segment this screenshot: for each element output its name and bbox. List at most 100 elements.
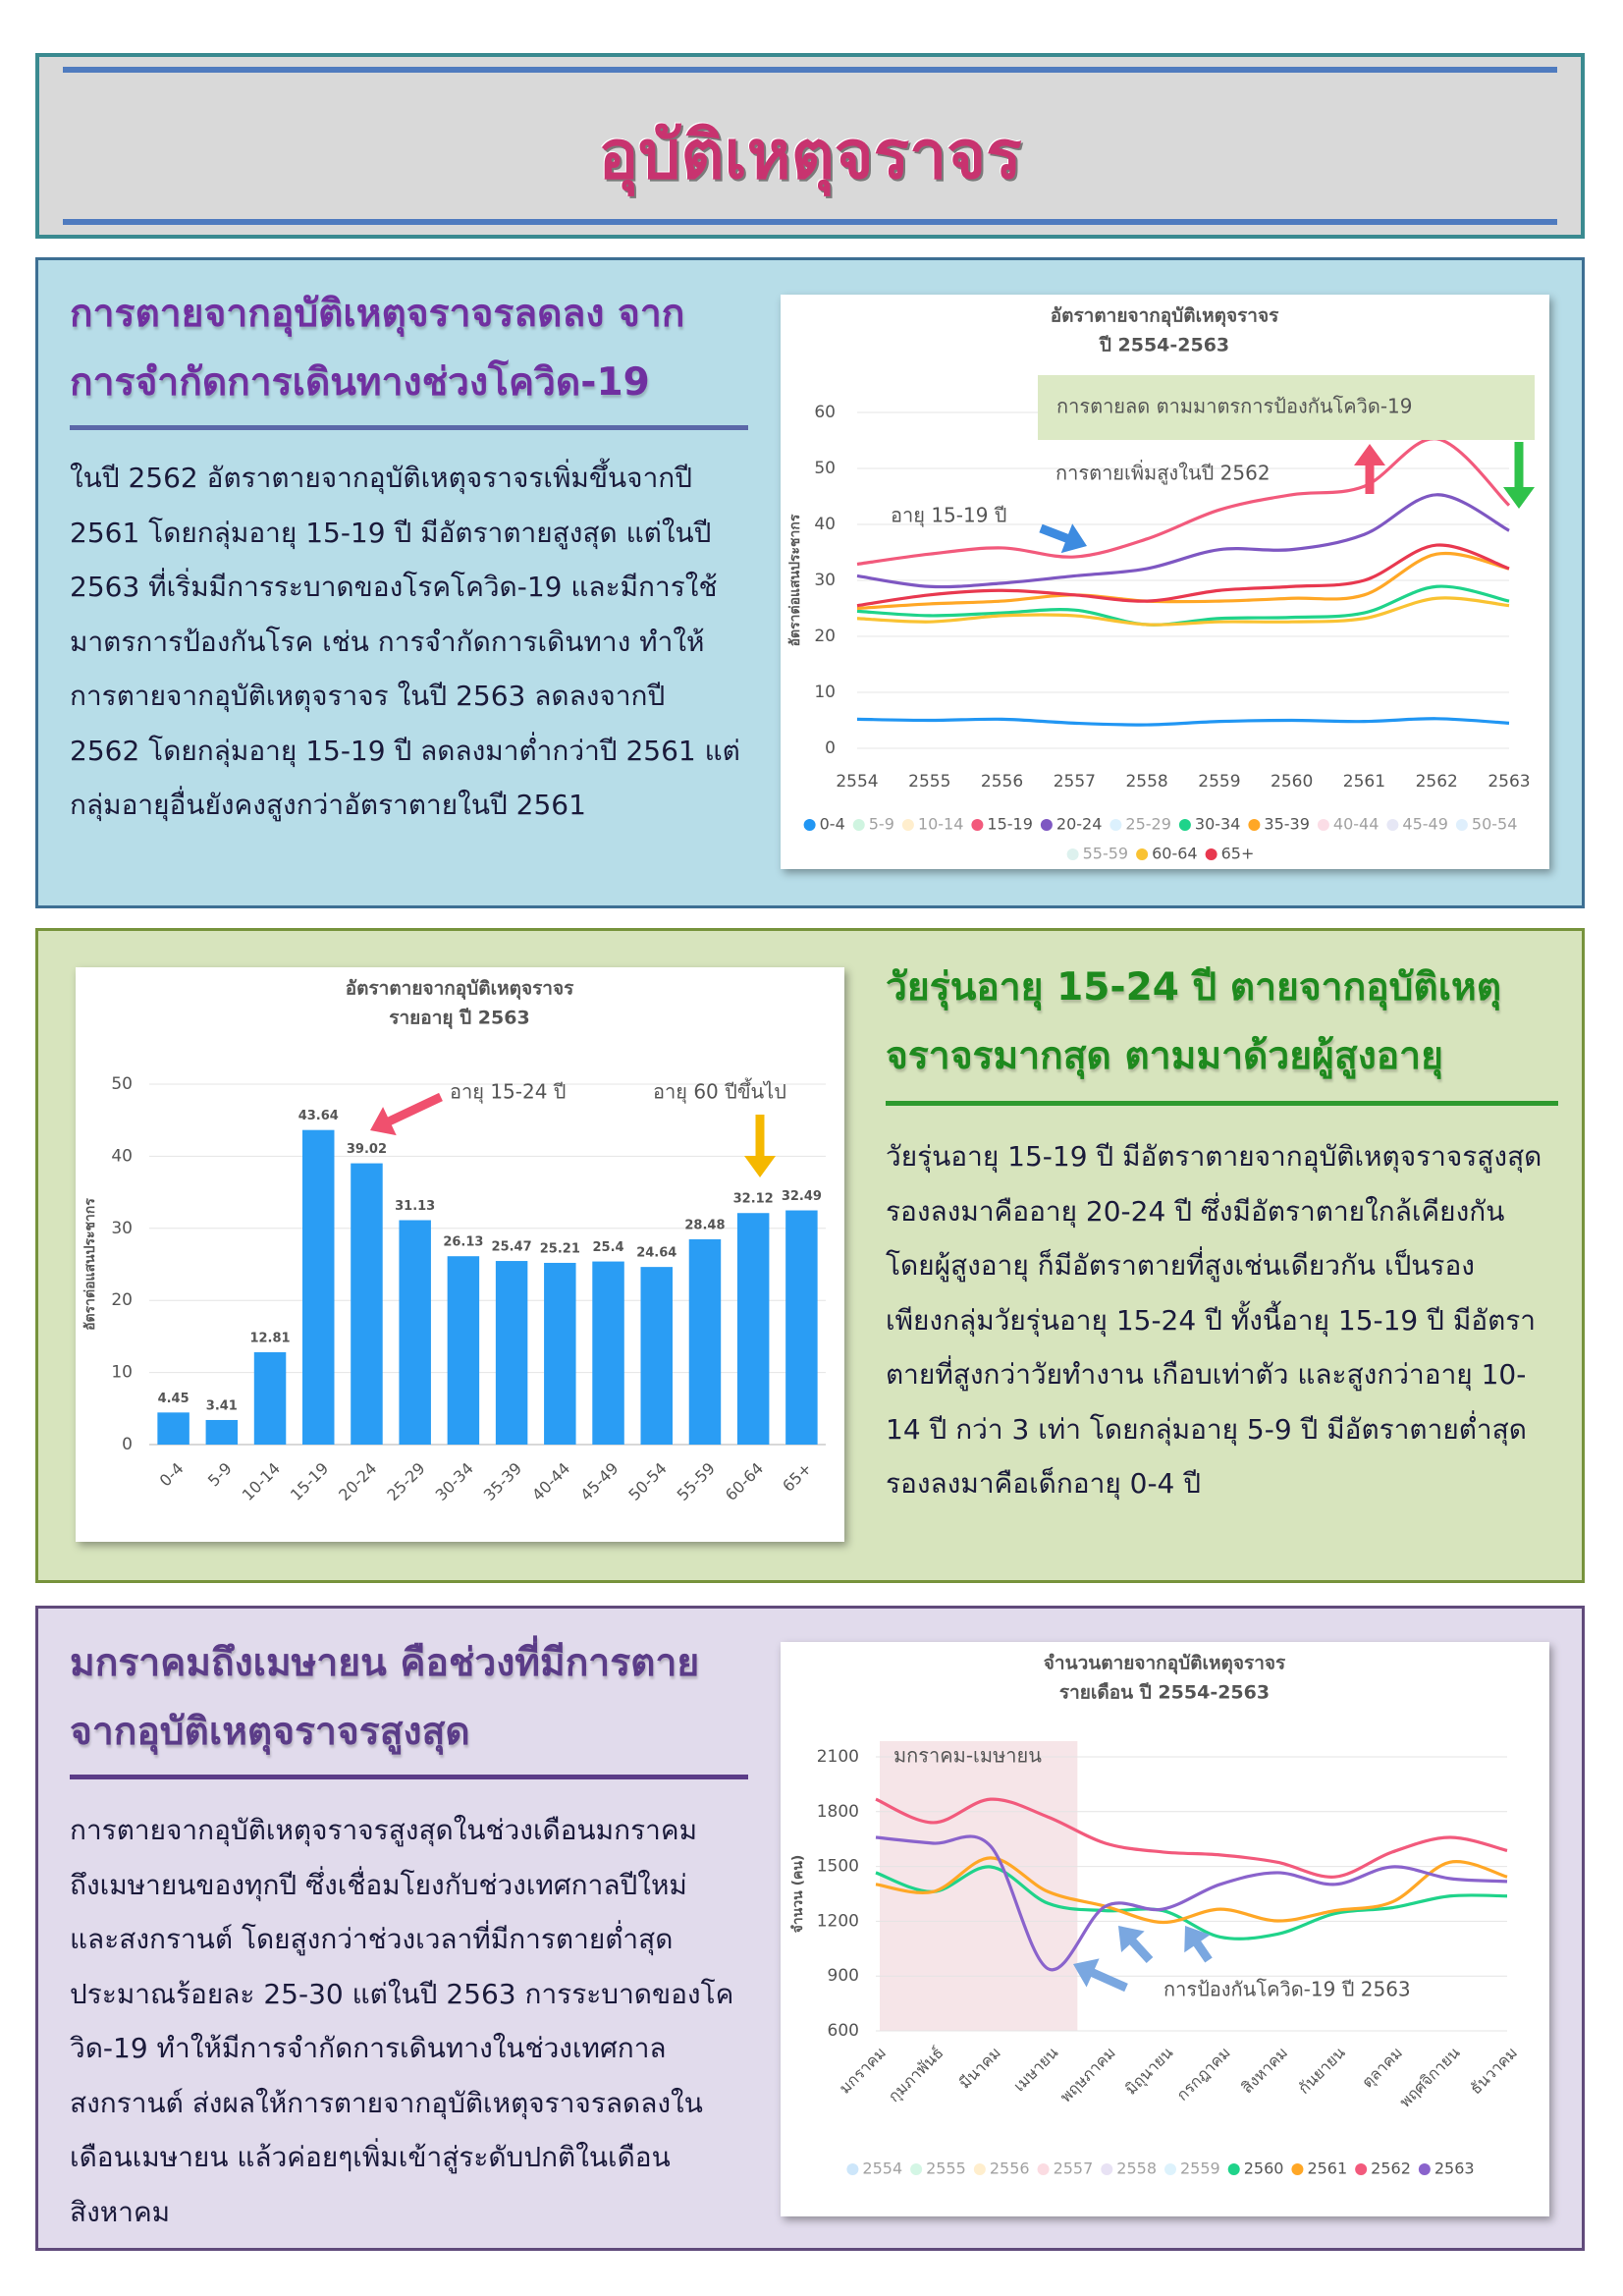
chart-subtitle: รายเดือน ปี 2554-2563	[1059, 1682, 1270, 1704]
y-tick-label: 60	[814, 403, 836, 422]
legend-item: 65+	[1205, 845, 1254, 863]
body-line: ในปี 2562 อัตราตายจากอุบัติเหตุจราจรเพิ่…	[70, 462, 693, 494]
legend-item: 10-14	[901, 815, 963, 834]
bar	[351, 1163, 383, 1445]
legend-swatch	[1040, 819, 1053, 831]
legend-label: 25-29	[1125, 815, 1171, 834]
legend-label: 30-34	[1195, 815, 1241, 834]
x-tick-label: 15-19	[287, 1459, 332, 1504]
x-tick-label: กันยายน	[1294, 2044, 1348, 2098]
section-body: การตายจากอุบัติเหตุจราจรสูงสุดในช่วงเดือ…	[70, 1803, 733, 2239]
x-tick-label: ตุลาคม	[1358, 2044, 1407, 2093]
bar	[447, 1256, 480, 1445]
line-series	[856, 717, 1510, 727]
legend-swatch	[1455, 819, 1468, 831]
legend-swatch	[1317, 819, 1329, 831]
value-label: 39.02	[347, 1142, 387, 1157]
x-tick-label: ธันวาคม	[1466, 2044, 1521, 2099]
x-tick-label: 0-4	[156, 1459, 188, 1491]
line-series	[875, 1797, 1508, 1879]
y-tick-label: 900	[828, 1966, 859, 1986]
legend-swatch	[1227, 2163, 1240, 2175]
highlight-region	[880, 1741, 1078, 2031]
x-tick-label: 50-54	[624, 1459, 670, 1504]
x-tick-label: 2557	[1054, 772, 1096, 792]
y-tick-label: 30	[814, 571, 836, 590]
legend-swatch	[1178, 819, 1191, 831]
legend-item: 2563	[1418, 2159, 1475, 2178]
legend-swatch	[1136, 848, 1149, 860]
body-line: รองลงมาคือเด็กอายุ 0-4 ปี	[886, 1467, 1202, 1500]
y-tick-label: 0	[122, 1435, 133, 1454]
y-tick-label: 20	[111, 1290, 133, 1310]
bar	[640, 1267, 673, 1445]
x-tick-label: กุมภาพันธ์	[885, 2044, 947, 2106]
value-label: 43.64	[298, 1109, 339, 1123]
arrow	[1503, 442, 1535, 509]
legend-label: 2558	[1116, 2159, 1157, 2178]
bar	[688, 1238, 722, 1445]
body-line: 2561 โดยกลุ่มอายุ 15-19 ปี มีอัตราตายสูง…	[70, 516, 712, 549]
bar	[205, 1419, 239, 1445]
annotation-box	[1038, 375, 1535, 440]
x-tick-label: 2560	[1271, 772, 1313, 792]
legend-swatch	[910, 2163, 923, 2175]
body-line: วัยรุ่นอายุ 15-19 ปี มีอัตราตายจากอุบัติ…	[886, 1140, 1542, 1173]
legend-label: 20-24	[1056, 815, 1103, 834]
arrow	[1184, 1926, 1213, 1963]
arrow	[370, 1092, 443, 1136]
x-tick-label: 45-49	[576, 1459, 622, 1504]
value-label: 26.13	[443, 1235, 483, 1250]
x-tick-label: 30-34	[432, 1459, 477, 1504]
body-line: การตายจากอุบัติเหตุจราจรสูงสุดในช่วงเดือ…	[70, 1814, 698, 1846]
bar	[302, 1129, 335, 1445]
body-line: สิงหาคม	[70, 2195, 171, 2228]
title-banner: อุบัติเหตุจราจร	[35, 53, 1585, 239]
legend-label: 50-54	[1472, 815, 1518, 834]
bar	[592, 1261, 624, 1445]
x-tick-label: 10-14	[239, 1459, 284, 1504]
line-series	[875, 1865, 1508, 1941]
legend-label: 2559	[1180, 2159, 1220, 2178]
value-label: 25.21	[540, 1241, 580, 1256]
legend-swatch	[1037, 2163, 1050, 2175]
legend-label: 60-64	[1152, 845, 1198, 863]
line-series	[856, 493, 1510, 589]
legend-item: 20-24	[1040, 815, 1103, 834]
value-label: 25.47	[492, 1240, 532, 1255]
y-tick-label: 10	[111, 1363, 133, 1383]
legend-item: 40-44	[1317, 815, 1380, 834]
heading-line: วัยรุ่นอายุ 15-24 ปี ตายจากอุบัติเหตุ	[886, 965, 1502, 1010]
line-series	[856, 543, 1510, 608]
y-tick-label: 0	[825, 738, 836, 758]
body-line: 2562 โดยกลุ่มอายุ 15-19 ปี ลดลงมาต่ำกว่า…	[70, 734, 740, 767]
body-line: ประมาณร้อยละ 25-30 แต่ในปี 2563 การระบาด…	[70, 1977, 734, 2010]
value-label: 24.64	[636, 1246, 676, 1261]
value-label: 12.81	[249, 1331, 290, 1345]
heading-line: การตายจากอุบัติเหตุจราจรลดลง จาก	[70, 292, 685, 336]
legend-item: 2560	[1227, 2159, 1283, 2178]
annotation: อายุ 60 ปีขึ้นไป	[653, 1078, 786, 1105]
y-tick-label: 20	[814, 627, 836, 646]
legend-item: 2558	[1101, 2159, 1157, 2178]
legend-item: 30-34	[1178, 815, 1241, 834]
legend-swatch	[1101, 2163, 1113, 2175]
body-line: วิด-19 ทำให้มีการจำกัดการเดินทางในช่วงเท…	[70, 2032, 667, 2064]
body-line: มาตรการป้องกันโรค เช่น การจำกัดการเดินทา…	[70, 625, 705, 658]
x-tick-label: 20-24	[335, 1459, 380, 1504]
annotation: การป้องกันโควิด-19 ปี 2563	[1163, 1978, 1411, 2001]
legend-label: 40-44	[1333, 815, 1380, 834]
legend-label: 2555	[926, 2159, 966, 2178]
x-tick-label: พฤษภาคม	[1056, 2044, 1119, 2106]
y-tick-label: 1200	[817, 1911, 859, 1931]
x-tick-label: สิงหาคม	[1237, 2044, 1291, 2098]
legend-label: 15-19	[987, 815, 1033, 834]
y-tick-label: 10	[814, 683, 836, 702]
value-label: 28.48	[684, 1218, 725, 1232]
legend-swatch	[901, 819, 914, 831]
legend-swatch	[803, 819, 816, 831]
legend-item: 0-4	[803, 815, 845, 834]
x-tick-label: พฤศจิกายน	[1395, 2044, 1463, 2111]
y-axis-label: อัตราต่อแสนประชากร	[787, 514, 803, 646]
bar	[253, 1351, 287, 1445]
